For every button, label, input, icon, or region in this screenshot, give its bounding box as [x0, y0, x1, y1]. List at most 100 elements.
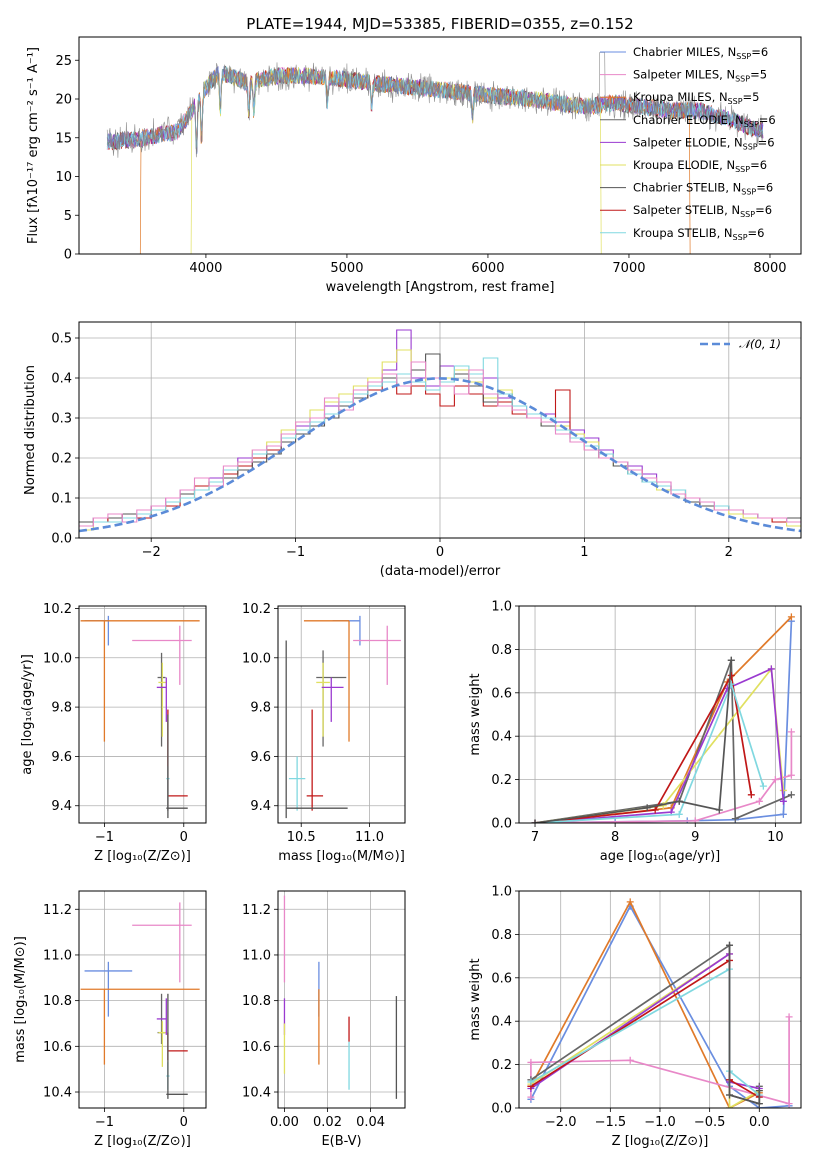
y-tick-label: 0.0: [51, 532, 72, 547]
y-tick-label: 11.0: [43, 948, 72, 963]
y-axis-label: Normed distribution: [23, 365, 38, 495]
weight-marker: [755, 797, 763, 805]
weight-series: [728, 945, 761, 1105]
legend-label: Salpeter ELODIE, NSSP=6: [633, 135, 775, 151]
x-tick-label: 0: [180, 830, 188, 845]
x-tick-label: −1: [95, 830, 114, 845]
x-axis-label: mass [log₁₀(M/M⊙)]: [278, 849, 405, 864]
y-tick-label: 9.8: [51, 701, 72, 716]
legend-label-main: Kroupa STELIB, N: [633, 226, 733, 240]
x-tick-label: −1.5: [595, 1115, 627, 1130]
legend-item: Kroupa STELIB, NSSP=6: [600, 226, 764, 242]
legend-label-value: =6: [750, 158, 767, 172]
y-tick-label: 9.4: [51, 799, 72, 814]
weight-marker: [527, 1078, 535, 1086]
legend-label-main: Salpeter ELODIE, N: [633, 135, 743, 149]
axes-frame: [78, 890, 207, 1109]
y-tick-label: 0.4: [51, 372, 72, 387]
weight-marker: [787, 728, 795, 736]
x-axis-label: E(B-V): [321, 1134, 361, 1149]
legend-label-main: Salpeter STELIB, N: [633, 203, 740, 217]
y-axis-label: Flux [fλ10⁻¹⁷ erg cm⁻² s⁻¹ A⁻¹]: [26, 47, 41, 244]
y-tick-label: 0.5: [51, 332, 72, 347]
weight-marker: [785, 1013, 793, 1021]
y-tick-label: 15: [55, 131, 72, 146]
weight-marker: [675, 810, 683, 818]
y-tick-label: 10.0: [43, 651, 72, 666]
panel-mass-vs-metallicity: −1 0 10.4 10.6 10.8 11.0 11.2 Z [log₁₀(Z/Z⊙)] ma…: [13, 890, 207, 1149]
legend-label-subscript: SSP: [735, 75, 750, 84]
y-tick-label: 0.1: [51, 492, 72, 507]
y-tick-label: 9.4: [250, 799, 271, 814]
figure-title: PLATE=1944, MJD=53385, FIBERID=0355, z=0…: [246, 15, 633, 33]
weight-marker: [787, 613, 795, 621]
y-tick-label: 0.8: [491, 928, 512, 943]
x-tick-label: −2.0: [545, 1115, 577, 1130]
x-tick-label: 7000: [612, 261, 645, 276]
errorbar-point: [156, 677, 167, 722]
errorbar-point: [158, 662, 167, 737]
panel-age-vs-mass: 10.5 11.0 9.4 9.6 9.8 10.0 10.2 mass [log₁₀(M/M…: [242, 602, 406, 864]
errorbar-point: [80, 988, 200, 1065]
plot-area: [106, 52, 764, 254]
y-tick-label: 9.6: [51, 750, 72, 765]
y-tick-label: 10.8: [43, 994, 72, 1009]
y-axis-label: age [log₁₀(age/yr)]: [20, 654, 35, 775]
weight-series: [534, 681, 765, 823]
weight-marker: [626, 1056, 634, 1064]
x-tick-label: 0.00: [270, 1115, 299, 1130]
y-tick-label: 10.2: [43, 602, 72, 617]
legend-label-value: =6: [759, 113, 776, 127]
panel-mass-weight-vs-metallicity: −2.0 −1.5 −1.0 −0.5 0.0 0.0 0.2 0.4 0.6 0.8 1.0 Z […: [468, 885, 802, 1149]
x-tick-label: 10.5: [287, 830, 316, 845]
y-tick-label: 0.4: [491, 730, 512, 745]
axes-frame: [277, 890, 406, 1109]
legend-label-value: =6: [751, 45, 768, 59]
y-tick-label: 0.6: [491, 686, 512, 701]
legend-label: Kroupa STELIB, NSSP=6: [633, 226, 764, 242]
legend-label-subscript: SSP: [735, 165, 750, 174]
weight-marker: [651, 806, 659, 814]
y-tick-label: 25: [55, 54, 72, 69]
x-tick-label: 0: [180, 1115, 188, 1130]
y-tick-label: 9.6: [250, 750, 271, 765]
y-tick-label: 10.6: [242, 1040, 271, 1055]
x-tick-label: 1: [580, 545, 588, 560]
x-tick-label: 10: [767, 830, 784, 845]
legend-label: Chabrier STELIB, NSSP=6: [633, 181, 773, 197]
weight-marker: [755, 1100, 763, 1108]
weight-marker: [779, 810, 787, 818]
legend-label-value: =6: [758, 135, 775, 149]
legend-label: Kroupa MILES, NSSP=5: [633, 90, 759, 106]
legend-label-main: Chabrier MILES, N: [633, 45, 736, 59]
legend-label: 𝒩(0, 1): [739, 337, 781, 351]
legend-label: Salpeter STELIB, NSSP=6: [633, 203, 772, 219]
y-tick-label: 0.4: [491, 1015, 512, 1030]
weight-marker: [726, 941, 734, 949]
weight-marker: [767, 665, 775, 673]
plot-area: [519, 606, 801, 823]
y-tick-label: 11.2: [242, 903, 271, 918]
legend-item: Salpeter MILES, NSSP=5: [600, 68, 767, 84]
legend-label: Salpeter MILES, NSSP=5: [633, 68, 767, 84]
legend-label-value: =6: [755, 203, 772, 217]
errorbar-point: [321, 677, 344, 722]
panel-residual-histogram: −2 −1 0 1 2 0.0 0.1 0.2 0.3 0.4 0.5 (data-model)/er…: [23, 321, 802, 579]
x-tick-label: 9: [691, 830, 699, 845]
weight-marker: [779, 797, 787, 805]
y-tick-label: 0.2: [491, 773, 512, 788]
x-axis-label: (data-model)/error: [380, 564, 501, 579]
observed-spectrum: [106, 52, 763, 158]
axes-frame: [78, 321, 802, 539]
weight-marker: [727, 671, 735, 679]
legend-item: Salpeter ELODIE, NSSP=6: [600, 135, 775, 151]
legend-label-value: =5: [743, 90, 760, 104]
y-tick-label: 1.0: [491, 885, 512, 900]
panels: 4000 5000 6000 7000 80000510152025wavelength…: [13, 36, 802, 1149]
legend-label: Chabrier MILES, NSSP=6: [633, 45, 768, 61]
weight-marker: [675, 797, 683, 805]
legend-label-value: =5: [750, 68, 767, 82]
x-tick-label: 8: [611, 830, 619, 845]
weight-marker: [787, 771, 795, 779]
weight-marker: [626, 898, 634, 906]
